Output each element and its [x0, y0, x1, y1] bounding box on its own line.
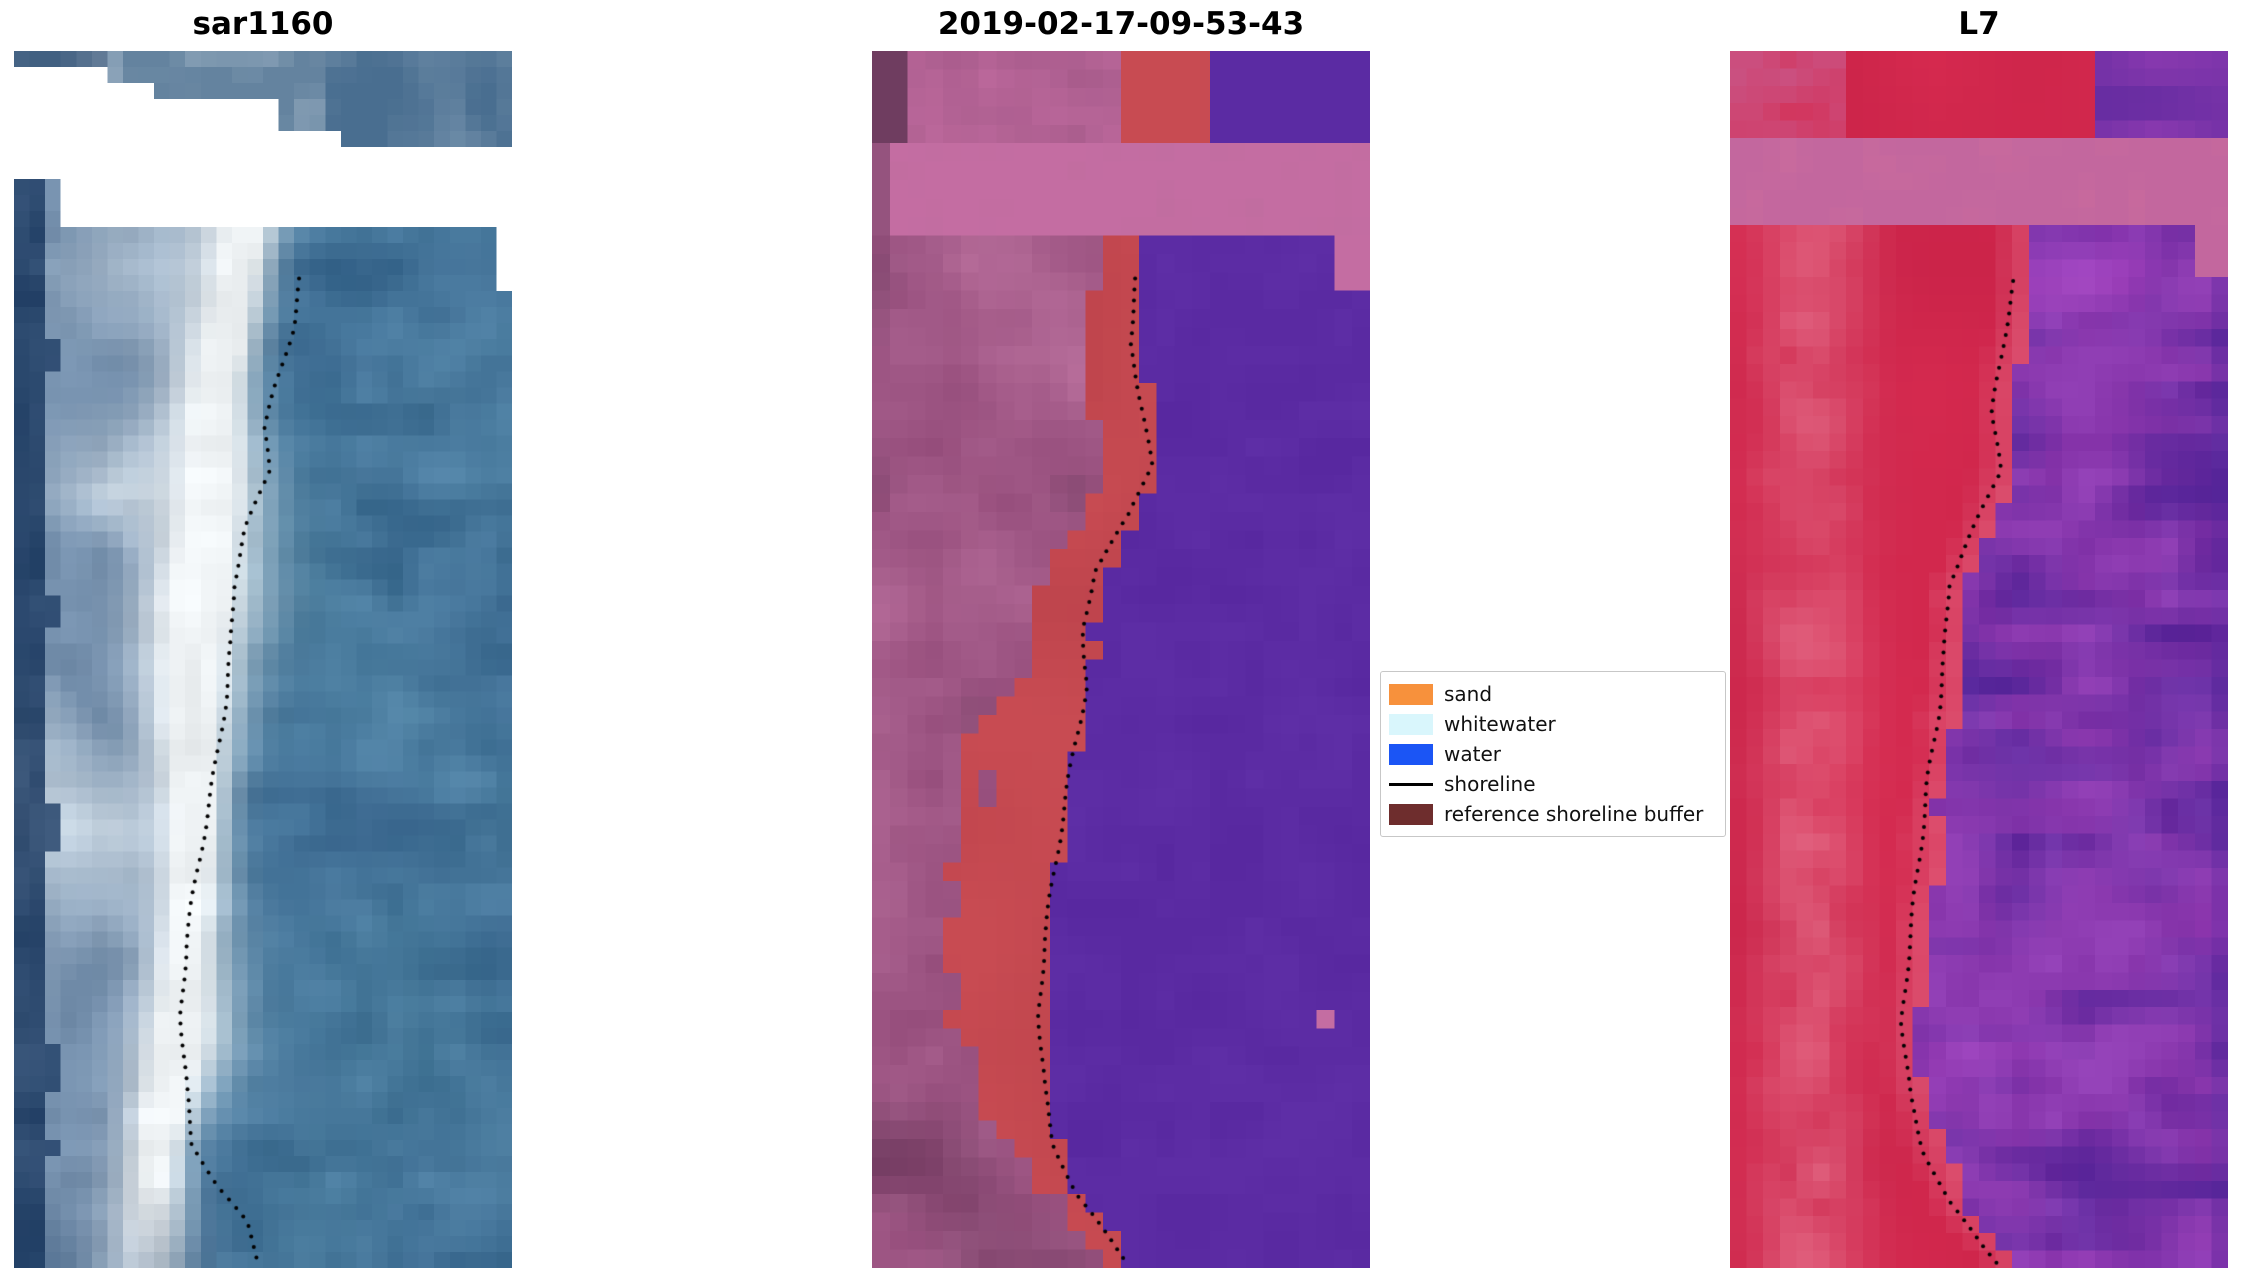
panel-title-l7: L7	[1958, 6, 2000, 42]
legend-label-whitewater: whitewater	[1444, 712, 1556, 736]
sar-shoreline-dots-canvas	[14, 51, 512, 1268]
classification-image-panel	[872, 51, 1370, 1268]
l7-shoreline-dots-canvas	[1730, 51, 2228, 1268]
legend-row-whitewater: whitewater	[1389, 709, 1715, 739]
legend-row-reference-shoreline-buffer: reference shoreline buffer	[1389, 799, 1715, 829]
legend-swatch-sand	[1389, 683, 1433, 705]
legend-swatch-reference-shoreline-buffer	[1389, 803, 1433, 825]
legend: sand whitewater water shoreline referenc…	[1380, 671, 1726, 837]
panel-title-classification-date: 2019-02-17-09-53-43	[937, 6, 1305, 42]
legend-label-sand: sand	[1444, 682, 1493, 706]
sar-image-panel	[14, 51, 512, 1268]
l7-image-panel	[1730, 51, 2228, 1268]
legend-label-shoreline: shoreline	[1444, 772, 1536, 796]
classification-shoreline-dots-canvas	[872, 51, 1370, 1268]
panel-title-sar1160: sar1160	[192, 6, 334, 42]
legend-label-water: water	[1444, 742, 1501, 766]
legend-row-water: water	[1389, 739, 1715, 769]
legend-row-sand: sand	[1389, 679, 1715, 709]
legend-swatch-shoreline-line	[1389, 782, 1433, 786]
legend-row-shoreline: shoreline	[1389, 769, 1715, 799]
legend-swatch-whitewater	[1389, 713, 1433, 735]
legend-label-reference-shoreline-buffer: reference shoreline buffer	[1444, 802, 1704, 826]
legend-swatch-water	[1389, 743, 1433, 765]
